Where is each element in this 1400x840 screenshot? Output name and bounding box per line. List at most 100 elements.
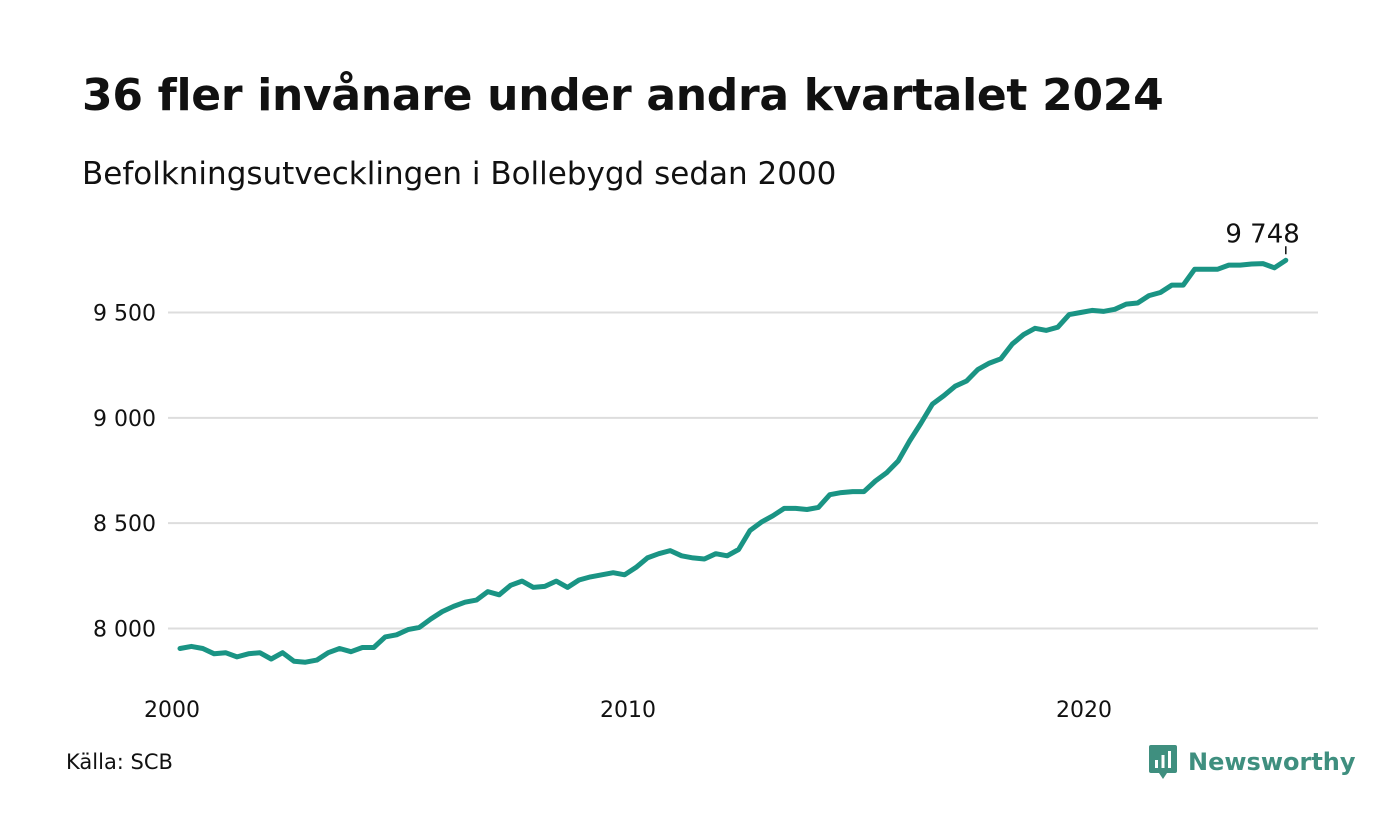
data-point xyxy=(475,598,478,602)
data-point xyxy=(190,645,193,648)
data-point xyxy=(1159,291,1162,294)
data-point xyxy=(669,549,672,552)
data-point xyxy=(1090,309,1094,312)
data-point xyxy=(737,548,740,551)
source-note: Källa: SCB xyxy=(66,750,173,774)
data-point xyxy=(1273,266,1276,269)
data-point xyxy=(612,571,615,574)
chart-subtitle: Befolkningsutvecklingen i Bollebygd seda… xyxy=(82,156,837,192)
data-point xyxy=(509,584,512,587)
data-point xyxy=(703,557,706,561)
data-point xyxy=(748,529,752,532)
data-point xyxy=(988,361,991,365)
data-point xyxy=(1068,313,1071,316)
data-point xyxy=(395,633,398,636)
data-point xyxy=(327,651,330,654)
data-point xyxy=(1193,268,1196,271)
end-value-label: 9 748 xyxy=(1225,219,1299,249)
series-line xyxy=(177,257,1289,665)
data-point xyxy=(954,385,957,388)
data-point xyxy=(384,635,387,639)
data-point xyxy=(908,439,911,443)
grid-lines xyxy=(168,311,1318,630)
data-point xyxy=(1239,263,1242,267)
data-point xyxy=(942,394,945,397)
data-point xyxy=(1182,283,1185,287)
data-point xyxy=(634,566,638,569)
y-tick-label: 8 000 xyxy=(93,618,156,643)
data-point xyxy=(1284,259,1288,262)
newsworthy-logo-icon xyxy=(1149,745,1177,779)
data-point xyxy=(726,554,729,557)
data-point xyxy=(532,586,535,589)
data-point xyxy=(1250,262,1253,266)
data-point xyxy=(338,647,341,650)
x-tick-label: 2010 xyxy=(600,698,656,723)
data-point xyxy=(1125,302,1128,306)
data-point xyxy=(1227,263,1231,267)
data-point xyxy=(486,590,489,593)
data-point xyxy=(463,601,467,604)
data-point xyxy=(680,554,683,557)
data-point xyxy=(201,647,204,650)
data-point xyxy=(566,586,569,589)
data-point xyxy=(805,508,809,511)
data-point xyxy=(760,520,763,524)
data-point xyxy=(931,402,934,406)
data-point xyxy=(828,493,831,496)
y-tick-label: 9 500 xyxy=(93,302,156,327)
data-point xyxy=(657,552,660,555)
data-point xyxy=(976,368,980,371)
data-point xyxy=(520,579,524,583)
data-point xyxy=(1204,268,1208,271)
data-point xyxy=(1045,329,1048,332)
data-point xyxy=(429,617,432,621)
y-tick-label: 8 500 xyxy=(93,512,156,537)
data-point xyxy=(543,585,546,588)
data-point xyxy=(406,628,410,631)
data-point xyxy=(292,660,296,663)
data-point xyxy=(794,507,797,510)
data-point xyxy=(589,575,592,579)
data-point xyxy=(999,357,1002,360)
data-point xyxy=(258,651,261,654)
data-point xyxy=(1170,283,1174,287)
annotations: 9 748 xyxy=(1225,219,1300,255)
x-tick-label: 2020 xyxy=(1056,698,1112,723)
data-point xyxy=(771,514,774,517)
data-point xyxy=(965,379,968,383)
data-point xyxy=(817,506,820,509)
data-point xyxy=(646,556,649,560)
y-axis-labels: 8 000 8 500 9 000 9 500 xyxy=(93,302,156,643)
data-point xyxy=(874,479,877,483)
data-point xyxy=(1022,333,1025,336)
data-point xyxy=(840,491,843,494)
data-point xyxy=(1216,268,1219,271)
data-point xyxy=(304,661,307,664)
brand-logo[interactable]: Newsworthy xyxy=(1148,742,1356,782)
data-point xyxy=(247,652,250,655)
data-point xyxy=(178,647,182,650)
data-point xyxy=(1136,301,1139,305)
y-tick-label: 9 000 xyxy=(93,407,156,432)
data-point xyxy=(213,652,216,655)
data-point xyxy=(281,651,284,654)
data-point xyxy=(1261,262,1265,265)
data-point xyxy=(372,646,375,649)
data-point xyxy=(1011,342,1014,346)
data-point xyxy=(1056,326,1060,329)
data-point xyxy=(897,459,900,463)
data-point xyxy=(577,578,581,582)
data-point xyxy=(452,605,455,608)
data-point xyxy=(1102,310,1105,313)
series-layer xyxy=(177,257,1289,665)
data-point xyxy=(1033,327,1037,330)
data-point xyxy=(600,573,603,576)
data-point xyxy=(885,471,888,474)
data-point xyxy=(851,490,854,493)
data-point xyxy=(1079,311,1082,314)
data-point xyxy=(691,556,695,560)
brand-name: Newsworthy xyxy=(1188,748,1356,776)
data-point xyxy=(1113,308,1117,311)
